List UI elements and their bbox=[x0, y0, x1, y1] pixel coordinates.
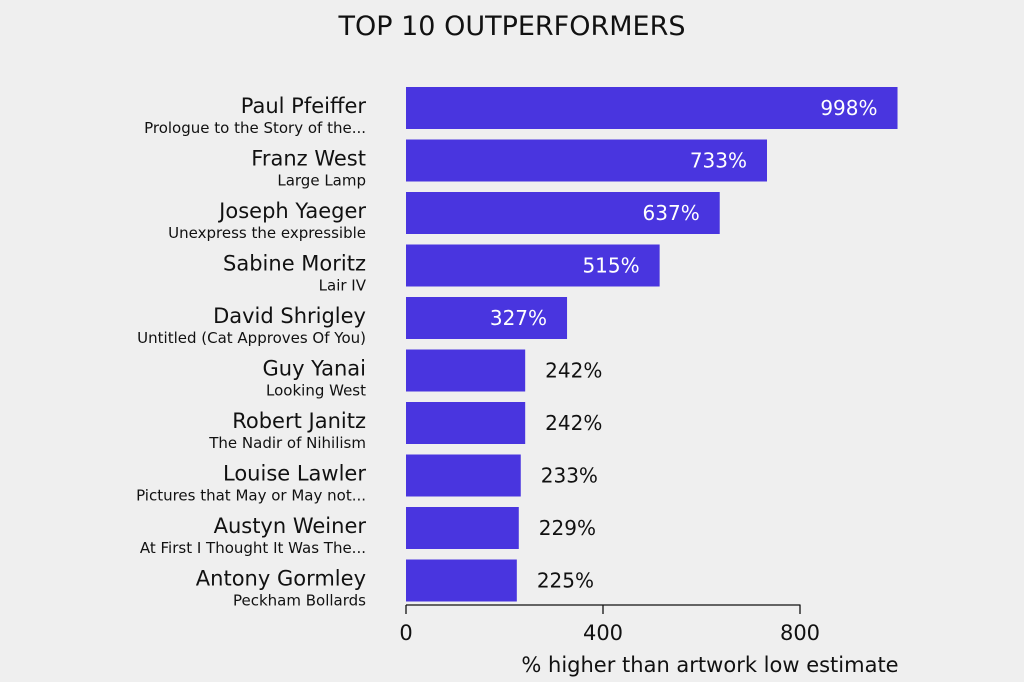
bar bbox=[406, 139, 768, 182]
artwork-label: Large Lamp bbox=[277, 172, 366, 190]
value-label: 225% bbox=[537, 569, 594, 593]
bar bbox=[406, 349, 526, 392]
artist-label: Joseph Yaeger bbox=[217, 199, 366, 223]
value-label: 733% bbox=[690, 149, 747, 173]
value-label: 242% bbox=[545, 411, 602, 435]
value-label: 242% bbox=[545, 359, 602, 383]
artist-label: Sabine Moritz bbox=[223, 252, 366, 276]
artwork-label: Looking West bbox=[266, 382, 366, 400]
artwork-label: Unexpress the expressible bbox=[168, 224, 366, 242]
artwork-label: Lair IV bbox=[319, 277, 367, 295]
bar bbox=[406, 507, 519, 549]
x-tick-label: 0 bbox=[399, 621, 412, 645]
bar bbox=[406, 244, 660, 287]
chart-title: TOP 10 OUTPERFORMERS bbox=[338, 11, 686, 42]
artist-label: Antony Gormley bbox=[196, 567, 366, 591]
artist-label: Franz West bbox=[251, 147, 366, 171]
artist-label: Paul Pfeiffer bbox=[241, 94, 367, 118]
artwork-label: The Nadir of Nihilism bbox=[208, 434, 366, 452]
artist-label: Austyn Weiner bbox=[214, 514, 367, 538]
value-label: 637% bbox=[643, 201, 700, 225]
x-axis: 0 400 800 bbox=[399, 604, 820, 645]
value-label: 327% bbox=[490, 306, 547, 330]
x-tick-label: 400 bbox=[583, 621, 623, 645]
bar bbox=[406, 454, 521, 497]
artwork-label: At First I Thought It Was The... bbox=[140, 539, 366, 557]
bar bbox=[406, 559, 517, 602]
bar bbox=[406, 297, 568, 339]
x-tick-label: 800 bbox=[780, 621, 820, 645]
value-label: 515% bbox=[582, 254, 639, 278]
artwork-label: Untitled (Cat Approves Of You) bbox=[137, 329, 366, 347]
artist-label: Guy Yanai bbox=[262, 357, 366, 381]
value-label: 233% bbox=[541, 464, 598, 488]
x-axis-title: % higher than artwork low estimate bbox=[521, 653, 898, 677]
bar bbox=[406, 402, 526, 444]
artist-label: David Shrigley bbox=[213, 304, 366, 328]
artwork-label: Pictures that May or May not... bbox=[136, 487, 366, 505]
bar bbox=[406, 87, 898, 129]
value-label: 229% bbox=[539, 516, 596, 540]
value-label: 998% bbox=[820, 96, 877, 120]
artist-label: Robert Janitz bbox=[232, 409, 366, 433]
artwork-label: Prologue to the Story of the... bbox=[144, 119, 366, 137]
bar bbox=[406, 192, 720, 234]
artwork-label: Peckham Bollards bbox=[233, 592, 366, 610]
artist-label: Louise Lawler bbox=[223, 462, 366, 486]
